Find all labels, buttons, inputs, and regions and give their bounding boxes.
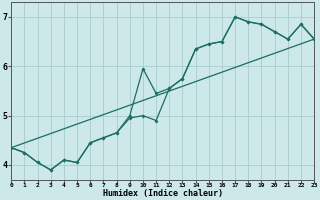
X-axis label: Humidex (Indice chaleur): Humidex (Indice chaleur) — [103, 189, 223, 198]
